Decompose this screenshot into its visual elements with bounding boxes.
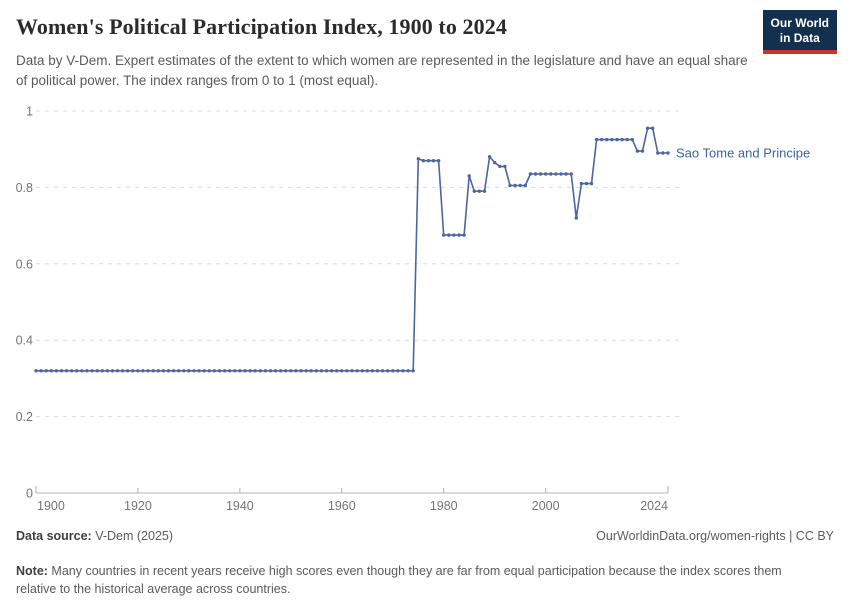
data-source-value: V-Dem (2025): [91, 529, 174, 543]
footnote-label: Note:: [16, 563, 48, 578]
svg-text:1980: 1980: [430, 499, 458, 513]
svg-text:1920: 1920: [124, 499, 152, 513]
svg-text:2000: 2000: [532, 499, 560, 513]
owid-link[interactable]: OurWorldinData.org/women-rights | CC BY: [596, 529, 834, 543]
chart-subtitle: Data by V-Dem. Expert estimates of the e…: [16, 53, 748, 88]
series-label[interactable]: Sao Tome and Principe: [676, 146, 810, 161]
svg-text:2024: 2024: [640, 499, 668, 513]
svg-text:0: 0: [26, 487, 33, 501]
svg-text:1900: 1900: [37, 499, 65, 513]
y-axis-labels: 0 0.2 0.4 0.6 0.8 1: [16, 105, 33, 501]
svg-text:1960: 1960: [328, 499, 356, 513]
svg-text:1: 1: [26, 105, 33, 119]
line-chart-canvas[interactable]: 0 0.2 0.4 0.6 0.8 1 1900 1920 1940 1960 1980 2000 20…: [0, 0, 850, 526]
footer-row: Data source: V-Dem (2025) OurWorldinData…: [16, 529, 834, 543]
svg-text:0.2: 0.2: [16, 410, 33, 424]
svg-text:0.4: 0.4: [16, 334, 33, 348]
data-points: [34, 126, 670, 373]
owid-logo-line2: in Data: [779, 31, 820, 45]
footnote-value: Many countries in recent years receive h…: [16, 563, 782, 596]
data-source-label: Data source:: [16, 529, 92, 543]
x-axis: [35, 486, 669, 494]
page-title: Women's Political Participation Index, 1…: [16, 14, 507, 39]
svg-text:0.8: 0.8: [16, 181, 33, 195]
footnote: Note: Many countries in recent years rec…: [16, 562, 816, 598]
data-source: Data source: V-Dem (2025): [16, 529, 173, 543]
owid-logo: Our World in Data: [762, 10, 837, 54]
owid-logo-line1: Our World: [770, 16, 829, 30]
svg-text:1940: 1940: [226, 499, 254, 513]
data-line[interactable]: [36, 127, 668, 372]
x-axis-labels: 1900 1920 1940 1960 1980 2000 2024: [37, 499, 668, 513]
svg-text:0.6: 0.6: [16, 257, 33, 271]
